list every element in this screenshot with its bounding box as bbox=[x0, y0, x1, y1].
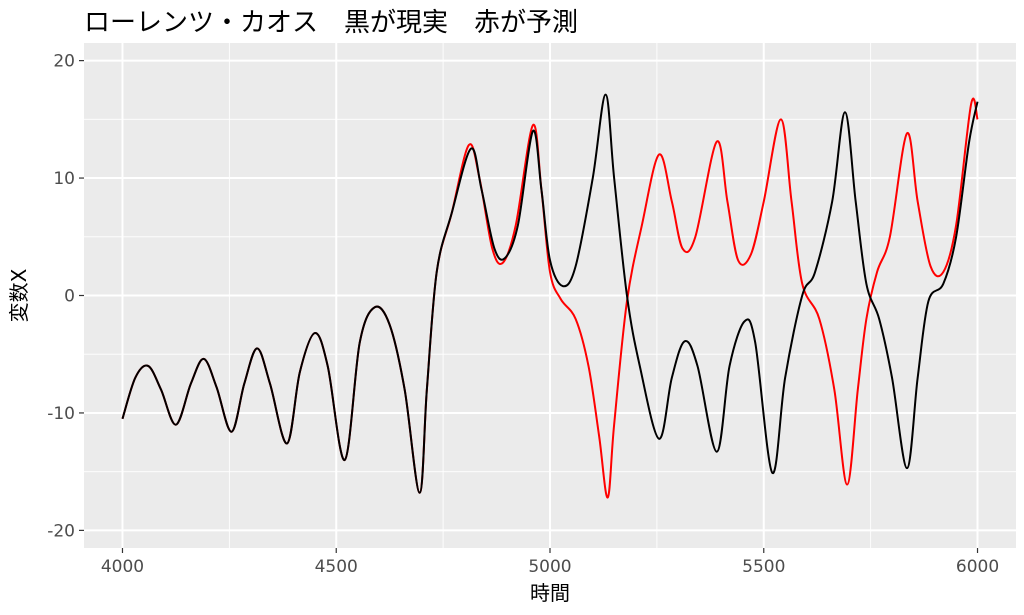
tick-labels: 4000 4500 5000 5500 6000 -20 -10 0 10 20 bbox=[47, 52, 999, 577]
axis-ticks bbox=[79, 60, 979, 553]
x-tick-label: 5500 bbox=[742, 557, 785, 577]
chart-title: ローレンツ・カオス 黒が現実 赤が予測 bbox=[84, 8, 579, 38]
y-tick-label: 0 bbox=[64, 287, 75, 307]
major-gridlines bbox=[84, 43, 1016, 548]
y-tick-label: -20 bbox=[47, 521, 75, 541]
y-tick-label: 10 bbox=[53, 169, 75, 189]
series-line-black bbox=[121, 93, 979, 494]
x-tick-label: 4000 bbox=[101, 557, 144, 577]
y-tick-label: -10 bbox=[47, 404, 75, 424]
x-tick-label: 5000 bbox=[528, 557, 571, 577]
y-tick-label: 20 bbox=[53, 52, 75, 72]
y-axis-title: 変数X bbox=[7, 268, 31, 322]
x-axis-title: 時間 bbox=[530, 581, 570, 605]
x-tick-label: 4500 bbox=[315, 557, 358, 577]
series-layer bbox=[121, 93, 979, 499]
x-tick-label: 6000 bbox=[956, 557, 999, 577]
